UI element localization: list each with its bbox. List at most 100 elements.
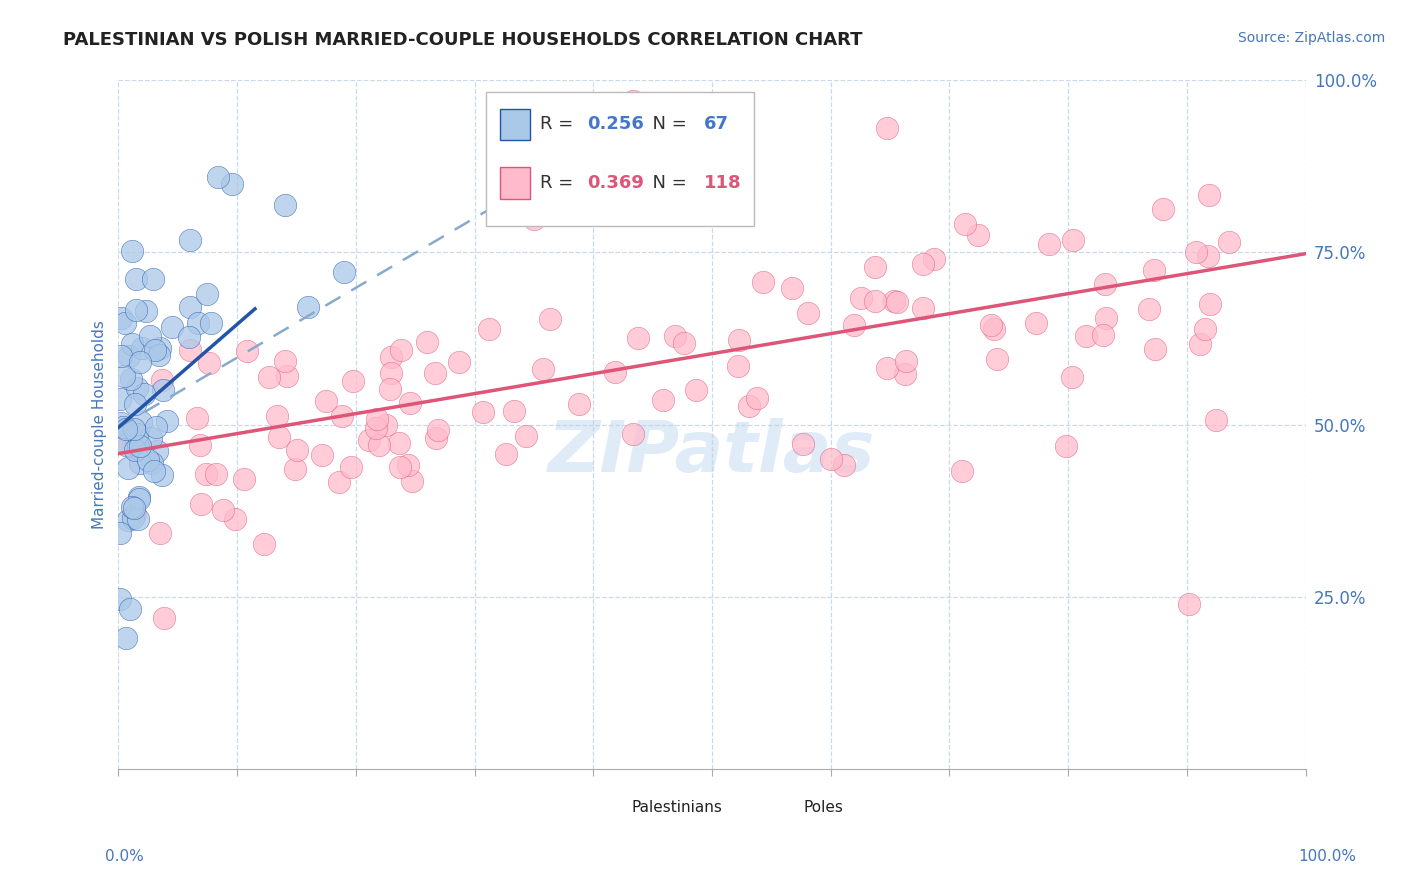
Point [1074, 329, 1097, 343]
Point [129, 439, 152, 453]
Point [110, 591, 132, 606]
Point [311, 448, 333, 462]
Point [118, 602, 141, 616]
Point [367, 438, 389, 452]
Point [145, 419, 167, 434]
Point [269, 430, 291, 444]
Point [375, 418, 398, 433]
Point [125, 427, 148, 442]
Point [1178, 597, 1201, 611]
Point [284, 462, 307, 476]
Point [221, 178, 243, 192]
Point [129, 456, 152, 470]
Point [139, 329, 162, 343]
Point [136, 452, 159, 467]
Point [842, 318, 865, 332]
Point [1038, 237, 1060, 252]
FancyBboxPatch shape [499, 167, 530, 199]
Text: 0.256: 0.256 [588, 115, 644, 134]
Point [179, 300, 201, 314]
Point [197, 286, 219, 301]
Point [152, 610, 174, 624]
Point [745, 392, 768, 406]
Point [187, 316, 209, 330]
Point [876, 121, 898, 136]
Point [738, 399, 761, 413]
Point [820, 452, 842, 467]
Point [515, 429, 537, 443]
Point [125, 272, 148, 286]
Point [120, 371, 142, 385]
Point [150, 467, 173, 482]
Point [378, 382, 401, 396]
Point [148, 348, 170, 362]
Text: 0.0%: 0.0% [105, 849, 145, 864]
Point [980, 318, 1002, 332]
Point [253, 537, 276, 551]
Point [792, 437, 814, 451]
Point [449, 354, 471, 368]
Point [538, 312, 561, 326]
Point [621, 94, 644, 108]
Point [124, 432, 146, 446]
Point [1092, 328, 1115, 343]
Point [114, 316, 136, 330]
Point [423, 366, 446, 380]
Point [523, 212, 546, 227]
Point [1198, 187, 1220, 202]
Point [1094, 310, 1116, 325]
Point [297, 300, 319, 314]
Point [568, 397, 591, 411]
Point [122, 438, 145, 452]
Point [330, 409, 353, 423]
Point [865, 293, 887, 308]
Point [603, 365, 626, 379]
Point [415, 334, 437, 349]
Point [117, 461, 139, 475]
Point [333, 264, 356, 278]
Point [396, 458, 419, 472]
Point [121, 500, 143, 514]
Text: R =: R = [540, 115, 579, 134]
Point [110, 416, 132, 430]
Point [796, 306, 818, 320]
Point [342, 375, 364, 389]
Point [366, 411, 388, 425]
Point [401, 475, 423, 489]
Point [328, 475, 350, 489]
Text: ZIPatlas: ZIPatlas [548, 417, 876, 487]
Point [1198, 297, 1220, 311]
Point [124, 507, 146, 521]
Point [131, 342, 153, 356]
Point [127, 381, 149, 395]
Point [621, 427, 644, 442]
Point [274, 354, 297, 368]
Point [121, 336, 143, 351]
Point [1143, 263, 1166, 277]
Point [110, 310, 132, 325]
Point [1152, 202, 1174, 217]
Point [114, 631, 136, 645]
Point [1194, 321, 1216, 335]
Point [127, 439, 149, 453]
Point [124, 397, 146, 411]
Point [893, 367, 915, 381]
Point [212, 503, 235, 517]
Point [131, 415, 153, 429]
Point [1137, 301, 1160, 316]
Point [266, 409, 288, 424]
Point [953, 217, 976, 231]
Point [380, 351, 402, 365]
Point [912, 257, 935, 271]
Point [124, 422, 146, 436]
Point [111, 420, 134, 434]
Point [357, 433, 380, 447]
Text: Palestinians: Palestinians [631, 800, 723, 814]
FancyBboxPatch shape [486, 92, 754, 226]
Point [205, 467, 228, 481]
Point [150, 373, 173, 387]
Point [207, 169, 229, 184]
Point [198, 356, 221, 370]
Text: R =: R = [540, 174, 579, 192]
Point [673, 335, 696, 350]
